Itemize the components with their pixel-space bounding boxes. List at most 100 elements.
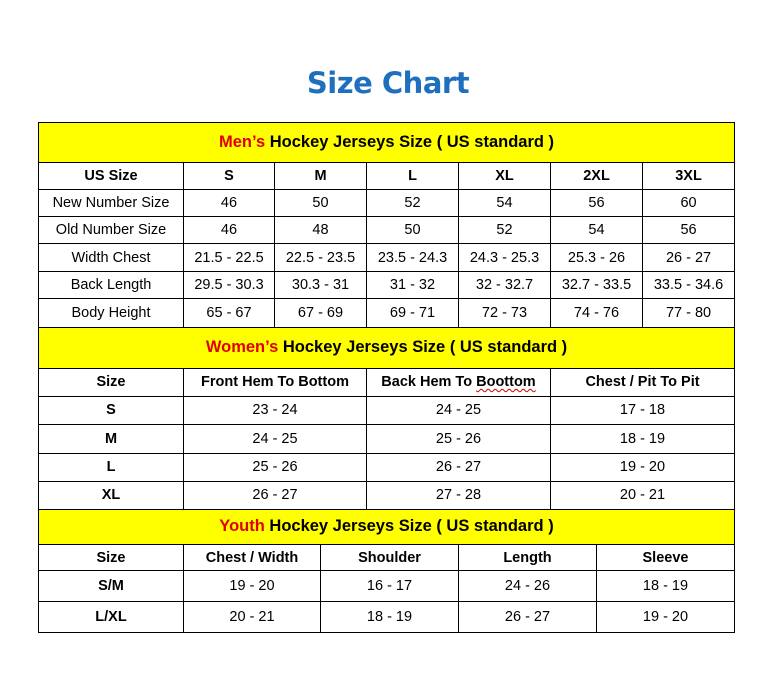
table-cell: 56 <box>641 216 736 244</box>
row-label: Old Number Size <box>38 216 184 244</box>
table-cell: 77 - 80 <box>641 298 736 328</box>
table-cell: 25 - 26 <box>366 424 551 454</box>
row-label: New Number Size <box>38 189 184 217</box>
men-section-heading: Men’s Hockey Jerseys Size ( US standard … <box>37 122 736 163</box>
table-cell: 27 - 28 <box>366 481 551 510</box>
table-cell: 69 - 71 <box>366 298 459 328</box>
column-header-label: 3XL <box>675 168 702 184</box>
table-cell: 52 <box>458 216 551 244</box>
table-cell: 50 <box>366 216 459 244</box>
table-cell: 24 - 26 <box>458 570 597 602</box>
misspelled-word: Boottom <box>476 374 536 390</box>
table-row: S/M 19 - 20 16 - 17 24 - 26 18 - 19 <box>38 570 736 602</box>
column-header-label: Size <box>96 374 126 390</box>
column-header: Sleeve <box>595 544 736 571</box>
table-row: Body Height 65 - 67 67 - 69 69 - 71 72 - 73 7… <box>38 298 736 328</box>
row-label: M <box>38 424 184 454</box>
column-header-label: Chest / Width <box>205 549 299 566</box>
table-cell: 33.5 - 34.6 <box>641 271 736 299</box>
table-cell: 24.3 - 25.3 <box>458 243 551 272</box>
column-header-label: Front Hem To Bottom <box>201 374 349 390</box>
women-size-table: Women’s Hockey Jerseys Size ( US standar… <box>37 328 736 510</box>
table-cell: 26 - 27 <box>366 453 551 482</box>
table-cell: 17 - 18 <box>549 396 736 425</box>
row-label: Back Length <box>38 271 184 299</box>
table-cell: 23 - 24 <box>183 396 367 425</box>
column-header-label: 2XL <box>583 168 610 184</box>
table-row: Width Chest 21.5 - 22.5 22.5 - 23.5 23.5 - … <box>38 243 736 272</box>
column-header: M <box>274 162 367 190</box>
column-header: 3XL <box>641 162 736 190</box>
table-row: L 25 - 26 26 - 27 19 - 20 <box>38 453 736 482</box>
table-cell: 67 - 69 <box>274 298 367 328</box>
table-cell: 50 <box>274 189 367 217</box>
table-cell: 72 - 73 <box>458 298 551 328</box>
table-cell: 46 <box>183 216 275 244</box>
column-header-label: Back Hem To Boottom <box>381 374 535 390</box>
table-cell: 25.3 - 26 <box>550 243 643 272</box>
column-header-row: Size Chest / Width Shoulder Length Sleeve <box>38 544 736 571</box>
heading-text: Hockey Jerseys Size ( US standard ) <box>264 517 554 536</box>
column-header: Size <box>38 368 184 397</box>
youth-size-table: Youth Hockey Jerseys Size ( US standard … <box>37 509 736 633</box>
column-header: Chest / Pit To Pit <box>549 368 736 397</box>
table-cell: 25 - 26 <box>183 453 367 482</box>
size-chart: Men’s Hockey Jerseys Size ( US standard … <box>37 122 736 633</box>
column-header: Length <box>458 544 597 571</box>
table-cell: 60 <box>641 189 736 217</box>
table-cell: 65 - 67 <box>183 298 275 328</box>
column-header: Size <box>38 544 184 571</box>
table-cell: 19 - 20 <box>595 601 736 633</box>
table-cell: 32.7 - 33.5 <box>550 271 643 299</box>
column-header: Front Hem To Bottom <box>183 368 367 397</box>
table-cell: 18 - 19 <box>549 424 736 454</box>
table-cell: 31 - 32 <box>366 271 459 299</box>
table-cell: 20 - 21 <box>549 481 736 510</box>
table-cell: 54 <box>458 189 551 217</box>
column-header-row: Size Front Hem To Bottom Back Hem To Boott… <box>38 368 736 397</box>
heading-text: Hockey Jerseys Size ( US standard ) <box>265 133 555 151</box>
table-cell: 20 - 21 <box>183 601 321 633</box>
men-size-table: Men’s Hockey Jerseys Size ( US standard … <box>37 122 736 328</box>
table-cell: 24 - 25 <box>183 424 367 454</box>
page-title: Size Chart <box>306 66 470 100</box>
women-section-heading: Women’s Hockey Jerseys Size ( US standar… <box>37 328 736 369</box>
table-cell: 30.3 - 31 <box>274 271 367 299</box>
table-cell: 19 - 20 <box>549 453 736 482</box>
table-cell: 21.5 - 22.5 <box>183 243 275 272</box>
column-header: S <box>183 162 275 190</box>
table-cell: 32 - 32.7 <box>458 271 551 299</box>
column-header-label: S <box>224 168 234 184</box>
column-header: Chest / Width <box>183 544 321 571</box>
column-header: Back Hem To Boottom <box>366 368 551 397</box>
table-row: Old Number Size 46 48 50 52 54 56 <box>38 216 736 244</box>
heading-highlight: Youth <box>219 517 265 536</box>
label-part: Back Hem To <box>381 374 477 390</box>
table-row: Back Length 29.5 - 30.3 30.3 - 31 31 - 32 32… <box>38 271 736 299</box>
table-cell: 19 - 20 <box>183 570 321 602</box>
column-header: US Size <box>38 162 184 190</box>
column-header-label: XL <box>495 168 514 184</box>
table-row: S 23 - 24 24 - 25 17 - 18 <box>38 396 736 425</box>
row-label: L/XL <box>38 601 184 633</box>
table-cell: 18 - 19 <box>320 601 459 633</box>
heading-highlight: Men’s <box>219 133 266 151</box>
row-label: Width Chest <box>38 243 184 272</box>
table-cell: 56 <box>550 189 643 217</box>
table-cell: 22.5 - 23.5 <box>274 243 367 272</box>
table-cell: 48 <box>274 216 367 244</box>
table-cell: 26 - 27 <box>183 481 367 510</box>
table-row: New Number Size 46 50 52 54 56 60 <box>38 189 736 217</box>
row-label: S <box>38 396 184 425</box>
table-cell: 23.5 - 24.3 <box>366 243 459 272</box>
table-cell: 52 <box>366 189 459 217</box>
table-cell: 24 - 25 <box>366 396 551 425</box>
table-cell: 16 - 17 <box>320 570 459 602</box>
table-row: XL 26 - 27 27 - 28 20 - 21 <box>38 481 736 510</box>
column-header: 2XL <box>550 162 643 190</box>
column-header: L <box>366 162 459 190</box>
column-header-label: M <box>314 168 327 184</box>
table-cell: 18 - 19 <box>595 570 736 602</box>
row-label: XL <box>38 481 184 510</box>
column-header-label: Size <box>96 549 126 566</box>
